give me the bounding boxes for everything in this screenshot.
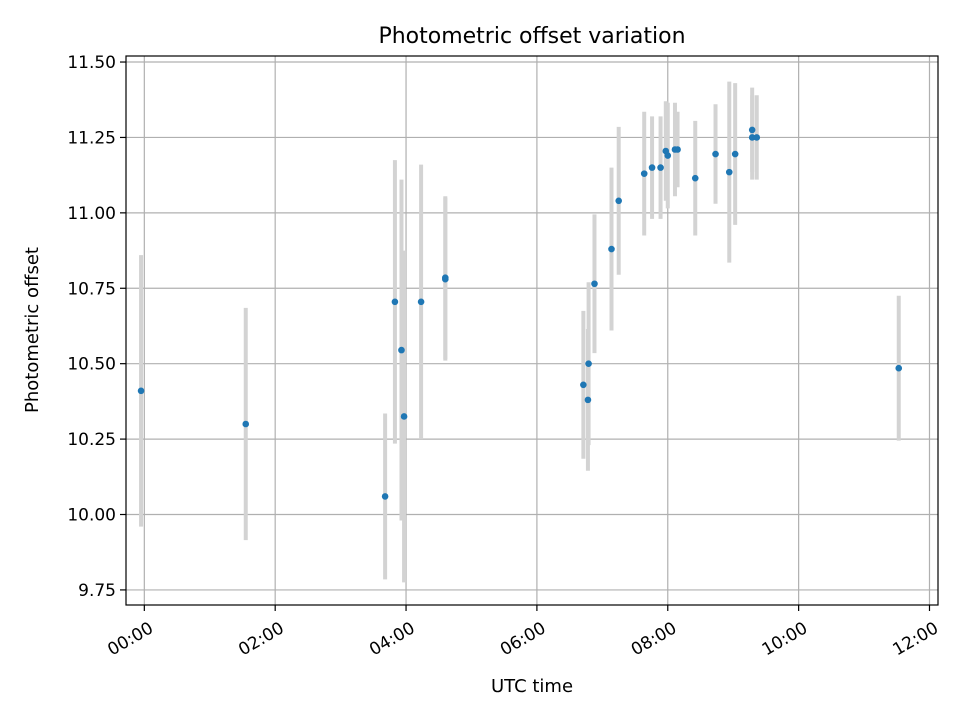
data-point: [400, 413, 408, 420]
data-point: [674, 146, 681, 153]
data-point: [657, 164, 664, 171]
data-point: [381, 493, 389, 500]
data-point: [242, 420, 250, 428]
data-point: [584, 396, 592, 404]
data-point: [608, 245, 615, 253]
y-tick-label: 10.25: [67, 430, 116, 450]
data-point: [137, 387, 145, 395]
data-point: [585, 360, 592, 367]
data-point: [731, 150, 739, 158]
data-point: [725, 168, 733, 176]
y-tick-label: 11.25: [67, 128, 116, 148]
x-axis-label: UTC time: [491, 676, 573, 697]
data-point: [580, 381, 587, 389]
y-tick-label: 10.00: [67, 506, 116, 526]
y-tick-label: 10.50: [67, 355, 116, 375]
data-point: [648, 164, 656, 171]
y-tick-label: 10.75: [67, 279, 116, 299]
data-point: [391, 298, 399, 306]
y-tick-label: 11.50: [67, 53, 116, 73]
data-point: [417, 298, 425, 306]
chart-title: Photometric offset variation: [378, 24, 685, 49]
data-point: [640, 170, 648, 177]
grid-lines: [126, 56, 938, 605]
data-point: [664, 152, 672, 159]
y-tick-label: 9.75: [78, 581, 116, 601]
y-tick-label: 11.00: [67, 204, 116, 224]
data-point: [615, 197, 622, 205]
plot-frame: [125, 55, 939, 606]
data-points: [137, 126, 903, 500]
data-point: [398, 346, 405, 354]
data-point: [748, 126, 756, 134]
data-point: [748, 134, 756, 141]
y-axis-label: Photometric offset: [22, 247, 43, 413]
data-point: [753, 134, 761, 141]
data-point: [442, 274, 449, 282]
data-point: [712, 150, 719, 158]
data-point: [691, 174, 699, 182]
data-point: [591, 280, 598, 288]
data-point: [895, 364, 903, 372]
